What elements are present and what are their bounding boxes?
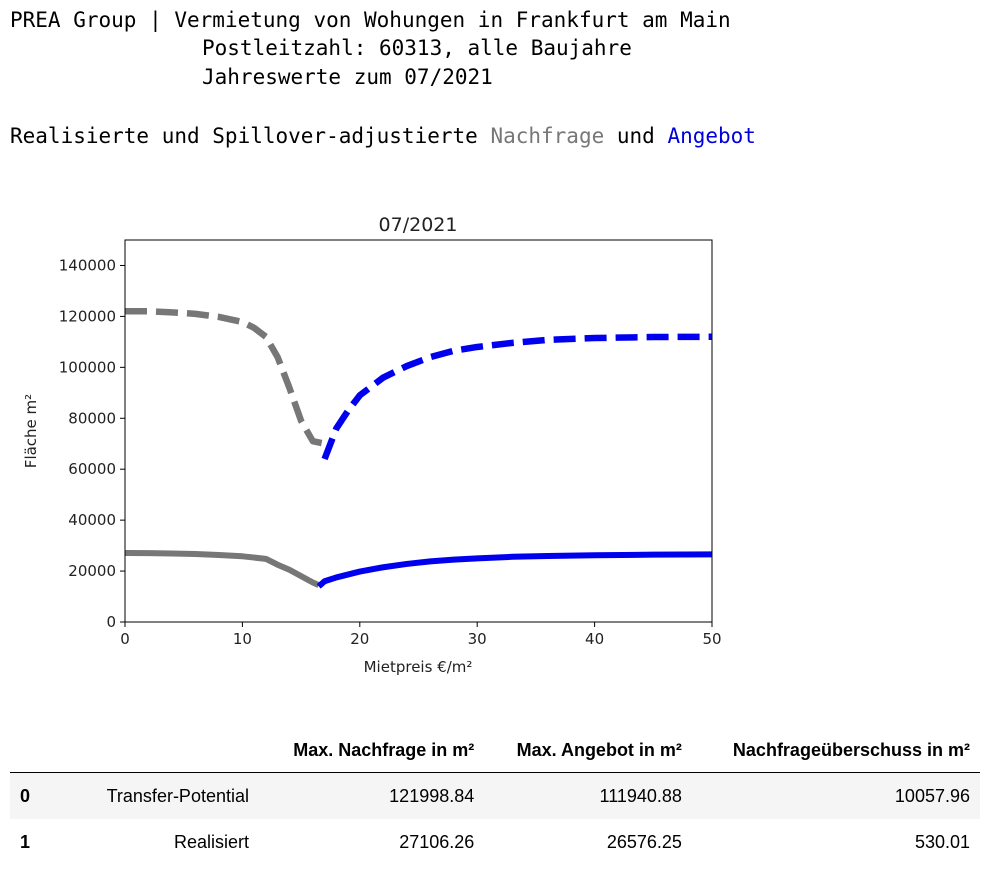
y-tick-label: 140000 [59, 256, 116, 274]
x-tick-label: 10 [233, 630, 252, 648]
supply-solid-line [316, 551, 713, 589]
subtitle-middle: und [604, 124, 668, 148]
row-excess-demand: 530.01 [914, 831, 970, 852]
row-label: Realisiert [173, 831, 249, 852]
table-row: 1 Realisiert 27106.26 26576.25 530.01 [10, 819, 980, 865]
table-header-max-supply: Max. Angebot in m² [516, 739, 682, 760]
table-header-excess-demand: Nachfrageüberschuss in m² [732, 739, 970, 760]
y-axis-label: Fläche m² [22, 394, 40, 468]
y-tick-label: 80000 [68, 409, 116, 427]
table-header-max-demand: Max. Nachfrage in m² [293, 739, 475, 760]
y-tick-label: 60000 [68, 460, 116, 478]
row-index: 1 [20, 831, 31, 852]
chart-title: 07/2021 [379, 214, 458, 236]
row-max-demand: 121998.84 [389, 785, 475, 806]
row-label: Transfer-Potential [106, 785, 249, 806]
x-tick-label: 0 [120, 630, 130, 648]
x-axis-label: Mietpreis €/m² [364, 658, 473, 676]
plot-frame [124, 239, 713, 623]
y-tick-label: 0 [106, 613, 116, 631]
header-company: PREA Group | [10, 8, 175, 32]
row-index: 0 [20, 785, 31, 806]
table-header-row: Max. Nachfrage in m² Max. Angebot in m² … [10, 728, 980, 773]
supply-dashed-line [321, 333, 713, 461]
demand-solid-line [124, 549, 320, 588]
table-header-label [54, 728, 259, 773]
row-excess-demand: 10057.96 [894, 785, 970, 806]
chart-subtitle: Realisierte und Spillover-adjustierte Na… [10, 122, 756, 150]
x-axis: 0 10 20 30 40 50 [120, 622, 722, 648]
row-max-supply: 111940.88 [599, 785, 682, 806]
series-layer [124, 308, 713, 589]
row-max-supply: 26576.25 [606, 831, 682, 852]
x-tick-label: 20 [350, 630, 369, 648]
y-tick-label: 20000 [68, 562, 116, 580]
row-max-demand: 27106.26 [399, 831, 475, 852]
x-tick-label: 40 [585, 630, 604, 648]
y-axis: 0 20000 40000 60000 80000 100000 120000 140000 [59, 256, 125, 631]
x-tick-label: 50 [702, 630, 721, 648]
x-tick-label: 30 [468, 630, 487, 648]
header-line-1: PREA Group | Vermietung von Wohungen in … [10, 6, 731, 34]
results-table: Max. Nachfrage in m² Max. Angebot in m² … [10, 728, 980, 865]
table-row: 0 Transfer-Potential 121998.84 111940.88… [10, 772, 980, 819]
demand-dashed-line [125, 308, 326, 447]
table-header-index [10, 728, 54, 773]
y-tick-label: 120000 [59, 307, 116, 325]
y-tick-label: 100000 [59, 358, 116, 376]
subtitle-prefix: Realisierte und Spillover-adjustierte [10, 124, 491, 148]
y-tick-label: 40000 [68, 511, 116, 529]
subtitle-demand-word: Nachfrage [490, 124, 605, 148]
subtitle-supply-word: Angebot [667, 124, 756, 148]
header-title: Vermietung von Wohungen in Frankfurt am … [174, 8, 731, 32]
header-line-3: Jahreswerte zum 07/2021 [202, 65, 493, 89]
supply-demand-chart: 07/2021 0 10 20 30 40 50 0 20000 40000 60000 8000… [22, 214, 722, 676]
header-line-2: Postleitzahl: 60313, alle Baujahre [202, 36, 632, 60]
